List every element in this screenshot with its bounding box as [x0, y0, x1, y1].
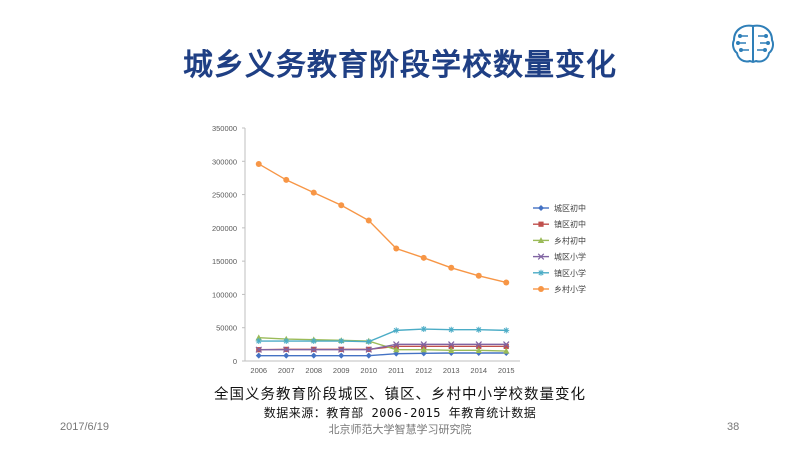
data-point [283, 176, 290, 183]
data-point [310, 189, 317, 196]
x-tick-label: 2013 [443, 366, 460, 375]
data-source-note: 数据来源：教育部 2006-2015 年教育统计数据 [263, 406, 537, 420]
data-point [448, 264, 455, 271]
data-point [448, 350, 455, 357]
footer-date: 2017/6/19 [60, 421, 109, 433]
x-tick-label: 2008 [305, 366, 322, 375]
data-point [475, 341, 482, 348]
y-tick-label: 150000 [212, 257, 237, 266]
y-tick-label: 300000 [212, 157, 237, 166]
legend-label: 城区小学 [554, 252, 586, 262]
data-point [475, 347, 482, 353]
series-line [258, 328, 507, 343]
data-point [420, 346, 427, 353]
data-point [448, 347, 455, 353]
data-point [393, 341, 400, 348]
data-point [448, 343, 454, 349]
brain-circuit-icon [732, 24, 774, 64]
legend-marker [538, 286, 544, 292]
series-line [258, 163, 507, 284]
data-point [338, 202, 345, 209]
data-point [503, 279, 510, 286]
data-point [338, 352, 345, 359]
data-point [503, 347, 510, 354]
y-tick-label: 250000 [212, 191, 237, 200]
page-number: 38 [727, 421, 740, 433]
data-point [365, 338, 372, 345]
legend-label: 镇区小学 [554, 268, 586, 278]
series-line [258, 337, 507, 352]
data-point [503, 341, 510, 348]
legend-marker [537, 237, 545, 243]
data-point [393, 327, 400, 334]
legend-marker [537, 253, 545, 260]
legend-label: 乡村初中 [554, 235, 586, 245]
x-tick-label: 2010 [360, 366, 377, 375]
data-point [255, 338, 262, 345]
series-line [258, 352, 507, 357]
data-point [421, 343, 427, 349]
legend-marker [538, 221, 544, 227]
data-point [255, 346, 262, 353]
legend-label: 城区初中 [554, 203, 586, 213]
x-tick-label: 2007 [278, 366, 295, 375]
data-point [283, 338, 290, 345]
data-point [338, 346, 345, 353]
y-tick-label: 200000 [212, 224, 237, 233]
data-point [365, 346, 372, 353]
legend-marker [538, 269, 544, 276]
x-tick-label: 2006 [250, 366, 267, 375]
data-point [365, 217, 372, 224]
y-tick-label: 100000 [212, 290, 237, 299]
x-tick-label: 2011 [388, 366, 404, 375]
chart-caption: 全国义务教育阶段城区、镇区、乡村中小学校数量变化 [214, 387, 586, 403]
data-point [255, 352, 262, 359]
data-point [310, 346, 317, 353]
data-point [310, 338, 317, 345]
data-point [393, 350, 400, 357]
data-point [393, 343, 399, 349]
data-point [448, 341, 455, 348]
y-tick-label: 350000 [212, 124, 237, 133]
data-point [393, 245, 400, 252]
x-tick-label: 2015 [498, 366, 515, 375]
legend-marker [538, 205, 544, 211]
data-point [283, 352, 290, 359]
x-tick-label: 2009 [333, 366, 350, 375]
data-point [255, 160, 262, 167]
data-point [393, 346, 400, 353]
data-point [420, 254, 427, 261]
slide-title: 城乡义务教育阶段学校数量变化 [183, 48, 617, 83]
data-point [448, 326, 455, 333]
data-point [338, 338, 345, 345]
data-point [475, 326, 482, 333]
line-chart: 0 50000 100000 150000 200000 250000 300000 3500… [212, 124, 586, 375]
legend-label: 镇区初中 [554, 219, 586, 229]
y-tick-label: 50000 [216, 324, 237, 333]
footer-institute: 北京师范大学智慧学习研究院 [328, 423, 472, 436]
data-point [283, 346, 290, 353]
y-tick-label: 0 [233, 357, 237, 366]
x-tick-label: 2012 [415, 366, 432, 375]
data-point [365, 352, 372, 359]
data-point [475, 272, 482, 279]
data-point [476, 343, 482, 349]
legend-label: 乡村小学 [554, 284, 586, 294]
data-point [310, 352, 317, 359]
series-line [258, 343, 507, 351]
data-point [503, 343, 509, 349]
data-point [420, 341, 427, 348]
data-point [503, 327, 510, 334]
data-point [475, 350, 482, 357]
data-point [420, 326, 427, 333]
x-tick-label: 2014 [470, 366, 487, 375]
